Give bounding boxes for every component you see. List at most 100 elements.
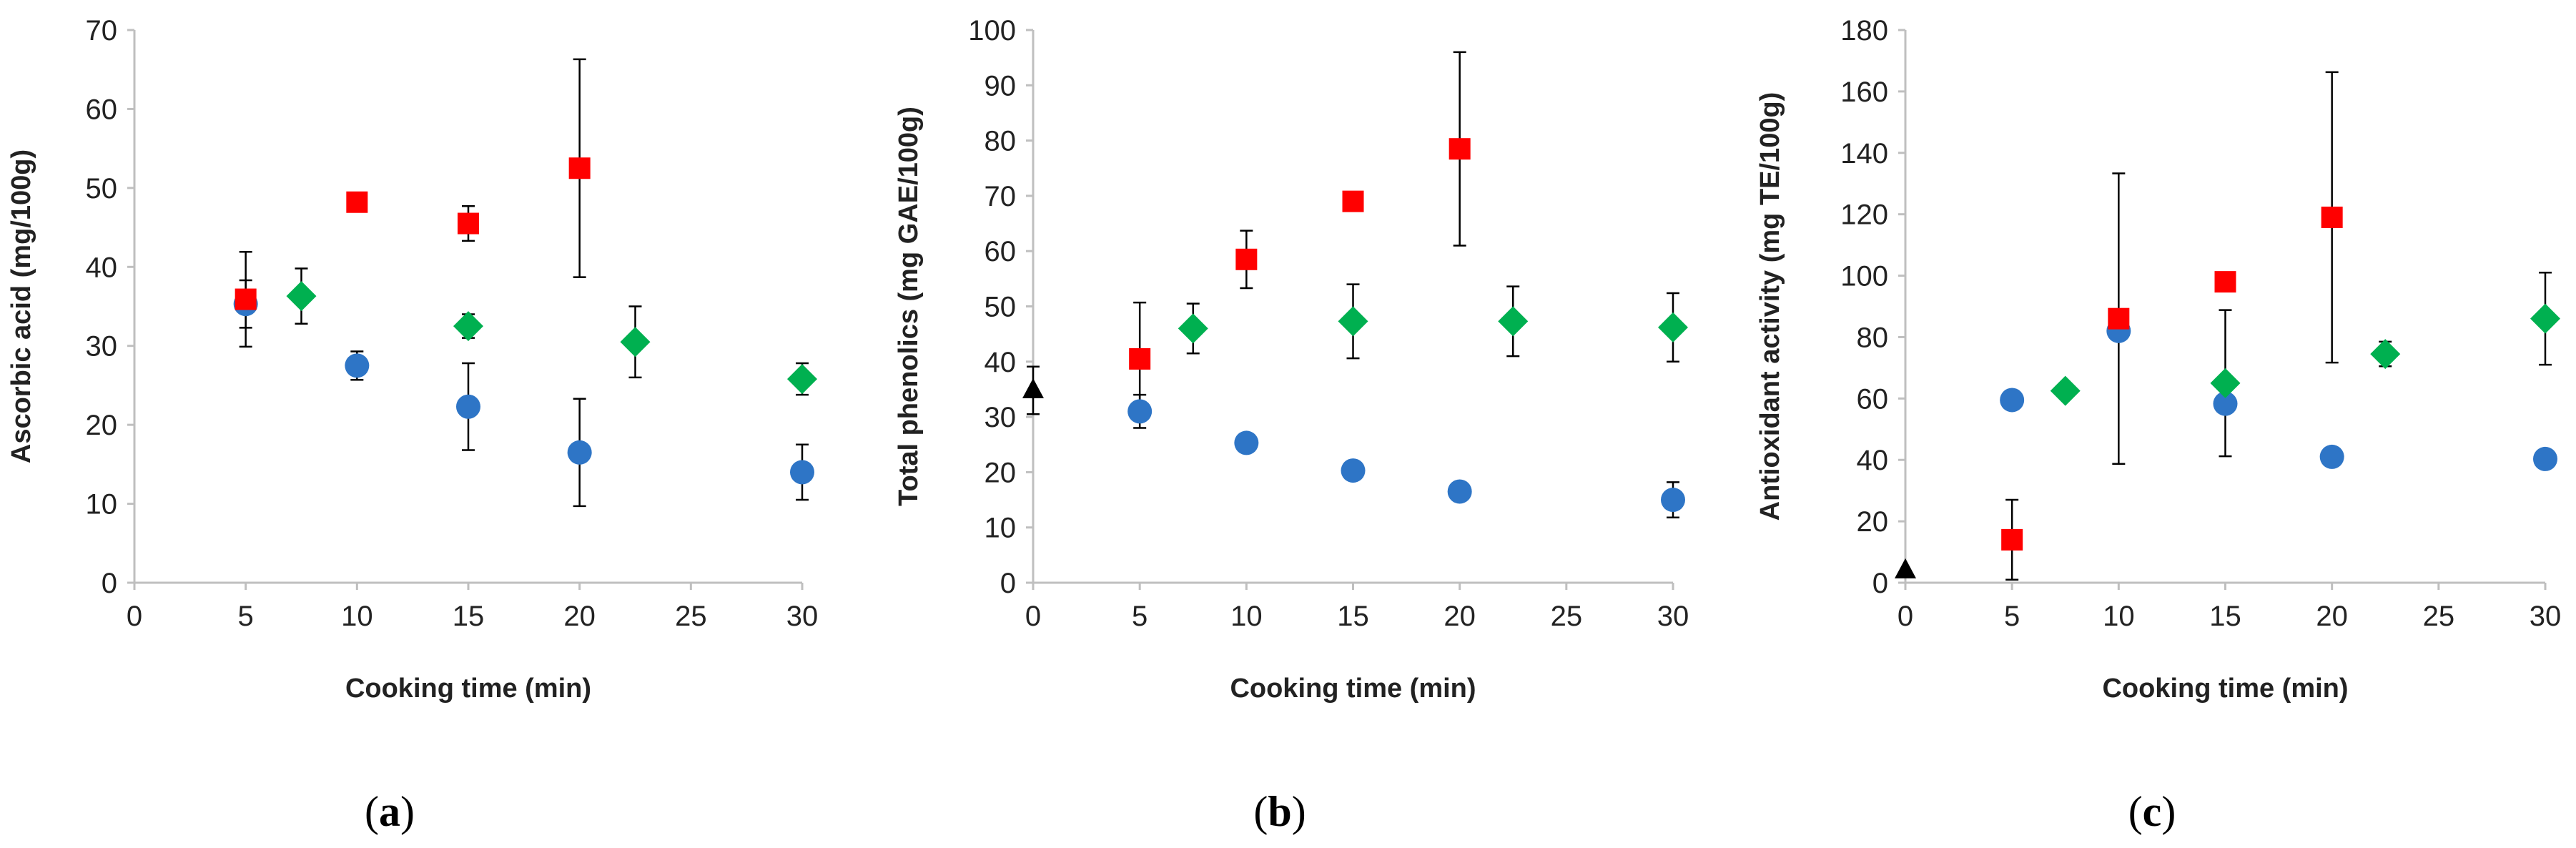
panel-label: (b) xyxy=(1253,788,1306,835)
y-tick-label: 20 xyxy=(86,410,118,441)
diamond-data-point xyxy=(453,311,483,342)
circle-data-point xyxy=(345,353,370,378)
x-tick-label: 5 xyxy=(2004,601,2020,632)
square-data-point xyxy=(346,191,368,213)
square-data-point xyxy=(1129,347,1151,370)
x-tick-label: 30 xyxy=(1657,601,1689,632)
y-tick-label: 10 xyxy=(984,513,1017,544)
y-tick-label: 0 xyxy=(102,568,117,599)
diamond-data-point xyxy=(1338,306,1368,337)
diamond-data-point xyxy=(1658,312,1688,342)
square-data-point xyxy=(568,157,591,179)
diamond-data-point xyxy=(1498,306,1529,337)
diamond-data-point xyxy=(787,364,817,395)
x-tick-label: 10 xyxy=(2103,601,2135,632)
square-data-point xyxy=(2214,271,2236,293)
y-tick-label: 60 xyxy=(1857,383,1889,415)
x-tick-label: 15 xyxy=(453,601,485,632)
x-tick-label: 30 xyxy=(2530,601,2562,632)
x-tick-label: 5 xyxy=(238,601,254,632)
x-tick-label: 25 xyxy=(675,601,707,632)
y-tick-label: 50 xyxy=(984,292,1017,323)
y-tick-label: 90 xyxy=(984,70,1017,102)
square-data-point xyxy=(1235,248,1258,270)
y-tick-label: 40 xyxy=(984,347,1017,378)
x-tick-label: 20 xyxy=(2316,601,2348,632)
circle-data-point xyxy=(1341,458,1366,483)
x-tick-label: 5 xyxy=(1132,601,1148,632)
y-tick-label: 0 xyxy=(1000,568,1016,599)
x-tick-label: 15 xyxy=(1337,601,1369,632)
x-tick-label: 30 xyxy=(786,601,819,632)
diamond-data-point xyxy=(286,281,317,312)
y-tick-label: 120 xyxy=(1840,199,1888,231)
circle-data-point xyxy=(2000,388,2025,413)
y-tick-label: 30 xyxy=(984,402,1017,433)
x-tick-label: 25 xyxy=(1551,601,1583,632)
circle-data-point xyxy=(456,394,480,419)
circle-data-point xyxy=(2213,391,2238,416)
circle-data-point xyxy=(2319,444,2344,469)
x-tick-label: 10 xyxy=(341,601,373,632)
x-tick-label: 15 xyxy=(2209,601,2241,632)
diamond-data-point xyxy=(1178,313,1208,344)
square-data-point xyxy=(458,212,479,235)
square-data-point xyxy=(2321,206,2343,228)
diamond-data-point xyxy=(2530,303,2560,334)
x-tick-label: 20 xyxy=(563,601,596,632)
y-tick-label: 10 xyxy=(86,489,118,521)
circle-data-point xyxy=(1127,399,1153,424)
y-tick-label: 140 xyxy=(1840,138,1888,169)
y-tick-label: 20 xyxy=(984,457,1017,488)
circle-data-point xyxy=(2533,446,2557,471)
panel-label-letter: c xyxy=(2143,788,2162,835)
x-axis-label: Cooking time (min) xyxy=(345,674,591,704)
circle-data-point xyxy=(790,460,814,485)
square-data-point xyxy=(235,288,257,310)
y-tick-label: 20 xyxy=(1857,506,1889,538)
triangle-data-point xyxy=(1022,378,1044,398)
y-axis-label: Total phenolics (mg GAE/100g) xyxy=(894,107,924,506)
x-axis-label: Cooking time (min) xyxy=(2102,674,2348,704)
x-tick-label: 25 xyxy=(2423,601,2455,632)
circle-data-point xyxy=(1447,479,1472,504)
y-tick-label: 40 xyxy=(86,252,118,283)
square-data-point xyxy=(2108,307,2130,330)
panel-label-letter: b xyxy=(1268,788,1291,835)
y-tick-label: 100 xyxy=(968,15,1016,46)
y-tick-label: 80 xyxy=(984,126,1017,157)
y-axis-label: Ascorbic acid (mg/100g) xyxy=(6,149,36,463)
y-tick-label: 180 xyxy=(1840,15,1888,46)
y-tick-label: 80 xyxy=(1857,322,1889,353)
y-tick-label: 60 xyxy=(984,236,1017,267)
panel-label: (c) xyxy=(2128,788,2176,835)
y-tick-label: 0 xyxy=(1872,568,1888,599)
chart-panel-b: 0 10 20 30 40 50 60 70 80 90 100 0 5 10 15 20 25 30 Cookin… xyxy=(894,15,1689,835)
circle-data-point xyxy=(1661,488,1685,513)
x-tick-label: 10 xyxy=(1230,601,1263,632)
y-tick-label: 50 xyxy=(86,173,118,204)
diamond-data-point xyxy=(620,327,651,358)
diamond-data-point xyxy=(2370,339,2401,370)
panel-label-letter: a xyxy=(379,788,400,835)
x-tick-label: 0 xyxy=(1898,601,1913,632)
y-tick-label: 60 xyxy=(86,94,118,125)
y-axis-label: Antioxidant activity (mg TE/100g) xyxy=(1755,92,1785,521)
y-tick-label: 70 xyxy=(984,181,1017,212)
y-tick-label: 100 xyxy=(1840,261,1888,292)
diamond-data-point xyxy=(2050,375,2081,406)
x-tick-label: 0 xyxy=(1025,601,1041,632)
square-data-point xyxy=(1342,190,1364,212)
square-data-point xyxy=(2001,528,2023,551)
y-tick-label: 160 xyxy=(1840,77,1888,108)
circle-data-point xyxy=(567,440,592,465)
panel-label: (a) xyxy=(365,788,415,835)
chart-panel-a: 0 10 20 30 40 50 60 70 0 5 10 15 20 25 30 Cooking time … xyxy=(6,15,818,835)
square-data-point xyxy=(1449,138,1471,160)
y-tick-label: 40 xyxy=(1857,445,1889,476)
circle-data-point xyxy=(1234,430,1259,455)
x-axis-label: Cooking time (min) xyxy=(1230,674,1476,704)
x-tick-label: 0 xyxy=(127,601,142,632)
chart-panel-c: 0 20 40 60 80 100 120 140 160 180 0 5 10 15 20 25 30 Cook… xyxy=(1755,15,2561,835)
